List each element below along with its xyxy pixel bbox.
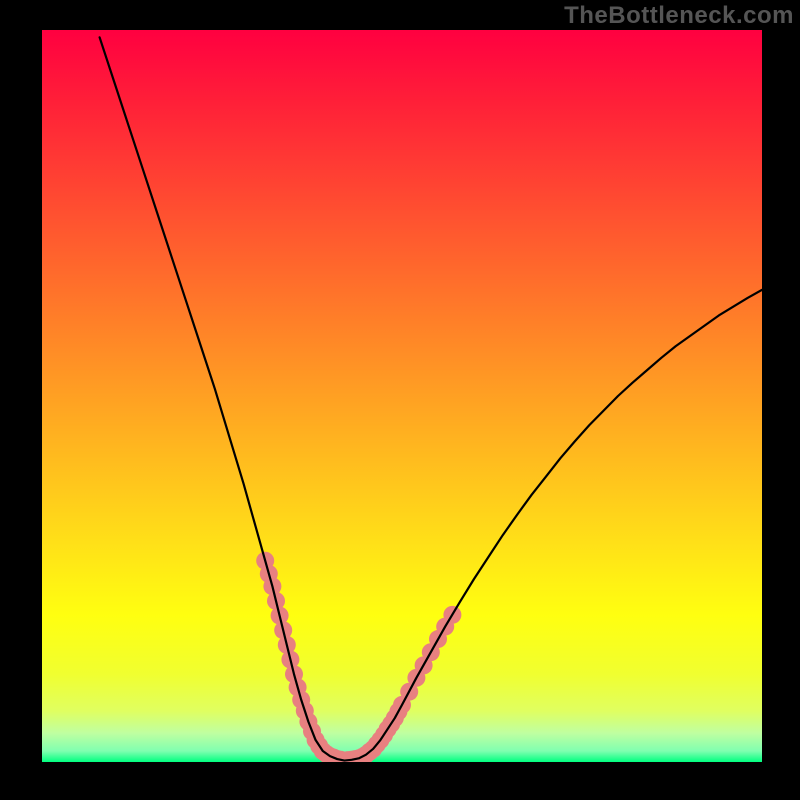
chart-background [42, 30, 762, 762]
chart-canvas: TheBottleneck.com [0, 0, 800, 800]
chart-svg [42, 30, 762, 762]
plot-area [42, 30, 762, 762]
watermark-text: TheBottleneck.com [564, 2, 794, 30]
